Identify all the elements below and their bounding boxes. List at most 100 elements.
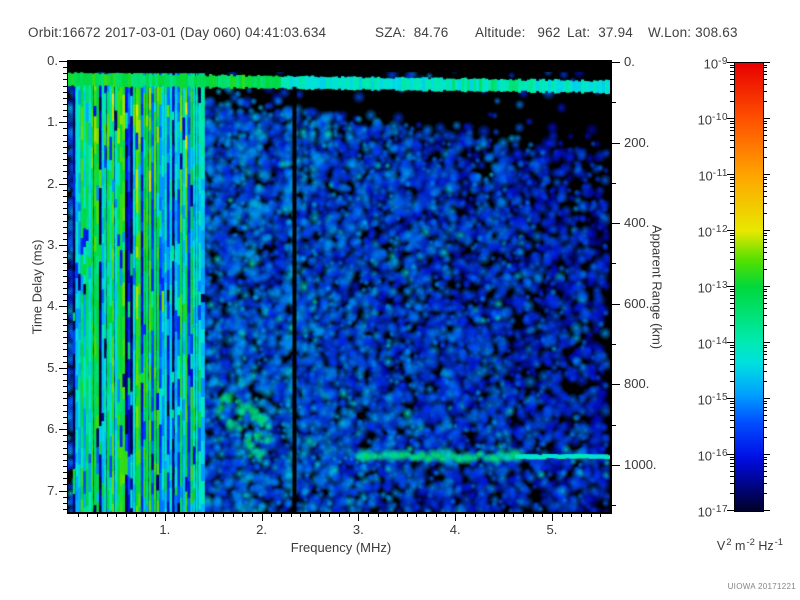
x-axis-minor-tick [135, 512, 137, 517]
x-axis-minor-tick [174, 512, 176, 517]
x-axis-minor-tick [97, 512, 99, 517]
colorbar-minor-tick [763, 483, 767, 484]
colorbar-minor-tick [763, 364, 767, 365]
colorbar-tick-label: 10-9 [703, 56, 728, 72]
colorbar-minor-tick [763, 298, 767, 299]
colorbar-minor-tick [730, 179, 734, 180]
y-axis-tick-label: 2. [47, 175, 58, 191]
colorbar-minor-tick [763, 121, 767, 122]
y-axis-minor-tick [63, 263, 68, 265]
colorbar-minor-tick [730, 123, 734, 124]
colorbar-major-tick [763, 454, 770, 455]
y-axis-minor-tick [63, 251, 68, 253]
colorbar-major-tick [763, 286, 770, 287]
x-axis-minor-tick [542, 512, 544, 517]
y-axis-minor-tick [63, 97, 68, 99]
colorbar-minor-tick [763, 259, 767, 260]
colorbar-major-tick [727, 398, 734, 399]
x-axis-major-tick [455, 512, 457, 521]
colorbar-minor-tick [730, 371, 734, 372]
x-axis-minor-tick [271, 512, 273, 517]
colorbar-minor-tick [730, 291, 734, 292]
colorbar-minor-tick [730, 259, 734, 260]
colorbar-minor-tick [730, 239, 734, 240]
colorbar-minor-tick [763, 213, 767, 214]
colorbar-minor-tick [730, 127, 734, 128]
x-axis-minor-tick [600, 512, 602, 517]
right-axis-minor-tick [610, 263, 616, 265]
colorbar-minor-tick [730, 71, 734, 72]
colorbar-major-tick [727, 286, 734, 287]
y-axis-minor-tick [63, 324, 68, 326]
y-axis-minor-tick [63, 165, 68, 167]
x-axis-minor-tick [242, 512, 244, 517]
y-axis-minor-tick [63, 146, 68, 148]
right-axis-tick-label: 200. [624, 134, 650, 150]
right-axis-minor-tick [610, 424, 616, 426]
y-axis-tick-label: 5. [47, 359, 58, 375]
colorbar-minor-tick [730, 401, 734, 402]
colorbar-minor-tick [763, 157, 767, 158]
y-axis-minor-tick [63, 416, 68, 418]
x-axis-minor-tick [106, 512, 108, 517]
x-axis-minor-tick [203, 512, 205, 517]
y-axis-minor-tick [63, 380, 68, 382]
lat-text: Lat: 37.94 [567, 25, 634, 40]
colorbar-tick-label: 10-10 [697, 112, 728, 128]
colorbar-minor-tick [730, 325, 734, 326]
colorbar-minor-tick [730, 147, 734, 148]
colorbar-minor-tick [730, 135, 734, 136]
colorbar-minor-tick [763, 67, 767, 68]
y-axis-minor-tick [63, 128, 68, 130]
x-axis-minor-tick [503, 512, 505, 517]
colorbar-minor-tick [763, 123, 767, 124]
colorbar-minor-tick [730, 359, 734, 360]
x-axis-minor-tick [251, 512, 253, 517]
y-axis-minor-tick [63, 386, 68, 388]
colorbar-minor-tick [763, 235, 767, 236]
x-axis-title: Frequency (MHz) [290, 540, 392, 555]
y-axis-minor-tick [63, 398, 68, 400]
x-axis-minor-tick [522, 512, 524, 517]
colorbar-minor-tick [730, 415, 734, 416]
x-axis-major-tick [358, 512, 360, 521]
y-axis-minor-tick [63, 171, 68, 173]
x-axis-minor-tick [280, 512, 282, 517]
colorbar-minor-tick [763, 79, 767, 80]
colorbar-minor-tick [763, 345, 767, 346]
right-axis-major-tick [610, 464, 620, 466]
x-axis-minor-tick [416, 512, 418, 517]
y-axis-major-tick [59, 122, 68, 124]
x-axis-minor-tick [397, 512, 399, 517]
right-axis-minor-tick [610, 102, 616, 104]
y-axis-minor-tick [63, 202, 68, 204]
y-axis-major-tick [59, 183, 68, 185]
y-axis-minor-tick [63, 153, 68, 155]
y-axis-title: Time Delay (ms) [29, 239, 45, 335]
colorbar-minor-tick [763, 359, 767, 360]
colorbar-minor-tick [730, 457, 734, 458]
y-axis-minor-tick [63, 189, 68, 191]
x-axis-minor-tick [406, 512, 408, 517]
x-axis-tick-label: 4. [449, 522, 461, 537]
right-axis-major-tick [610, 303, 620, 305]
colorbar-minor-tick [730, 315, 734, 316]
x-axis-minor-tick [300, 512, 302, 517]
y-axis-minor-tick [63, 79, 68, 81]
colorbar-minor-tick [730, 84, 734, 85]
colorbar-minor-tick [763, 407, 767, 408]
x-axis-minor-tick [339, 512, 340, 517]
colorbar-minor-tick [763, 476, 767, 477]
colorbar-minor-tick [763, 239, 767, 240]
x-axis-minor-tick [116, 512, 118, 517]
colorbar-major-tick [727, 342, 734, 343]
colorbar-minor-tick [730, 186, 734, 187]
y-axis-minor-tick [63, 269, 68, 271]
x-axis-minor-tick [222, 512, 224, 517]
x-axis-minor-tick [513, 512, 515, 517]
colorbar-minor-tick [730, 381, 734, 382]
x-axis-minor-tick [193, 512, 195, 517]
y-axis-tick-label: 0. [47, 53, 58, 68]
y-axis-minor-tick [63, 423, 68, 425]
